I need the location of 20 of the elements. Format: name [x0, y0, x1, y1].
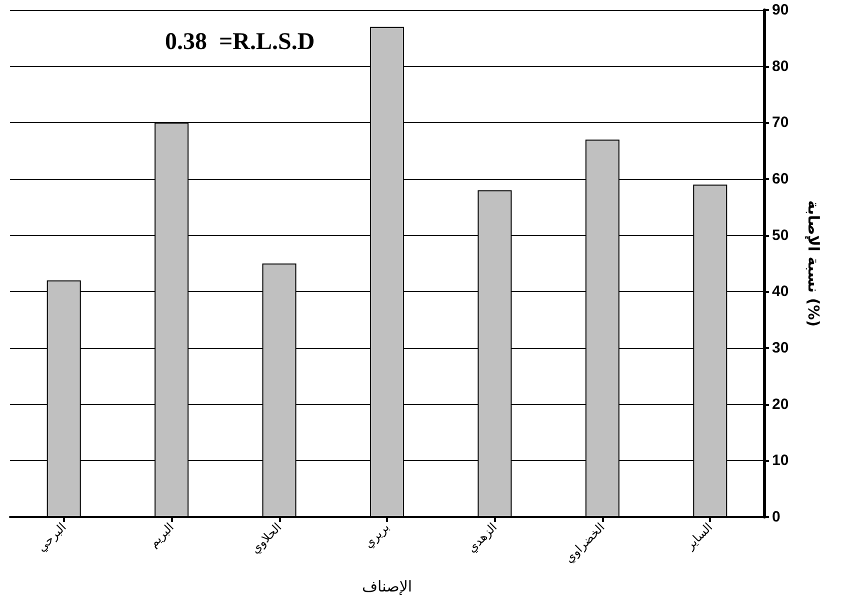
y-tick-label: 20	[772, 396, 789, 413]
y-tick-label: 80	[772, 58, 789, 75]
y-tick-label: 60	[772, 170, 789, 188]
x-tick-label: الخضراوي	[562, 520, 608, 566]
y-tick-label: 50	[772, 226, 789, 244]
x-axis-title: الإصناف	[362, 578, 412, 596]
y-tick-label: 0	[772, 508, 780, 526]
y-tick-label: 70	[772, 114, 789, 132]
x-tick-label: البرحي	[34, 520, 69, 554]
x-tick-label: بريري	[361, 520, 392, 551]
y-tick-label: 90	[772, 2, 789, 18]
x-tick-label: الحلاوي	[248, 520, 284, 556]
x-tick-label: الزهدي	[464, 520, 500, 556]
x-tick-label: الساير	[682, 520, 716, 553]
y-tick-label: 40	[772, 283, 789, 300]
y-tick-label: 10	[772, 452, 789, 470]
y-tick-label: 30	[772, 340, 789, 356]
annotation: 0.38 =R.L.S.D	[165, 29, 315, 55]
y-axis-title: نسبة الإصابة (%)	[804, 200, 822, 327]
x-tick-label: البريم	[146, 520, 177, 550]
